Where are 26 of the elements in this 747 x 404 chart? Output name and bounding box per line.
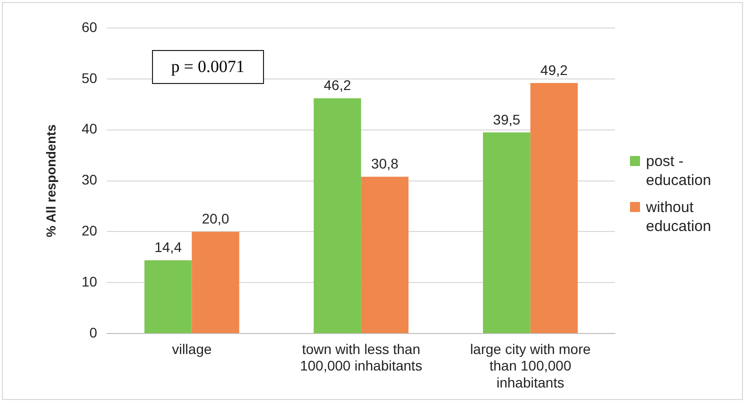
y-tick-label: 20 (82, 222, 98, 239)
data-label: 20,0 (202, 210, 230, 227)
bar (482, 132, 530, 334)
y-tick-label: 50 (82, 70, 98, 86)
data-label: 46,2 (324, 77, 352, 94)
y-axis-title: % All respondents (43, 124, 58, 238)
data-label: 30,8 (371, 156, 399, 172)
y-tick-label: 0 (89, 324, 98, 340)
data-label: 49,2 (540, 62, 568, 78)
x-tick-label: village (172, 340, 212, 357)
bar (192, 232, 240, 334)
x-tick-label: town with less than 100,000 inhabitants (300, 340, 422, 374)
data-label: 14,4 (154, 239, 182, 256)
bar (314, 98, 362, 334)
y-tick-label: 10 (82, 274, 98, 290)
bar (144, 260, 192, 334)
data-label: 39,5 (493, 111, 520, 128)
bar (361, 176, 408, 334)
annotation: p = 0.0071 (152, 50, 264, 84)
y-tick-label: 40 (82, 120, 98, 137)
y-tick-label: 60 (82, 18, 98, 35)
legend-label: post - education (646, 152, 712, 190)
x-tick-label: large city with more than 100,000 inhabitants (470, 340, 591, 390)
y-tick-label: 30 (82, 172, 98, 188)
bar (530, 83, 578, 334)
legend-label: without education (646, 198, 712, 236)
